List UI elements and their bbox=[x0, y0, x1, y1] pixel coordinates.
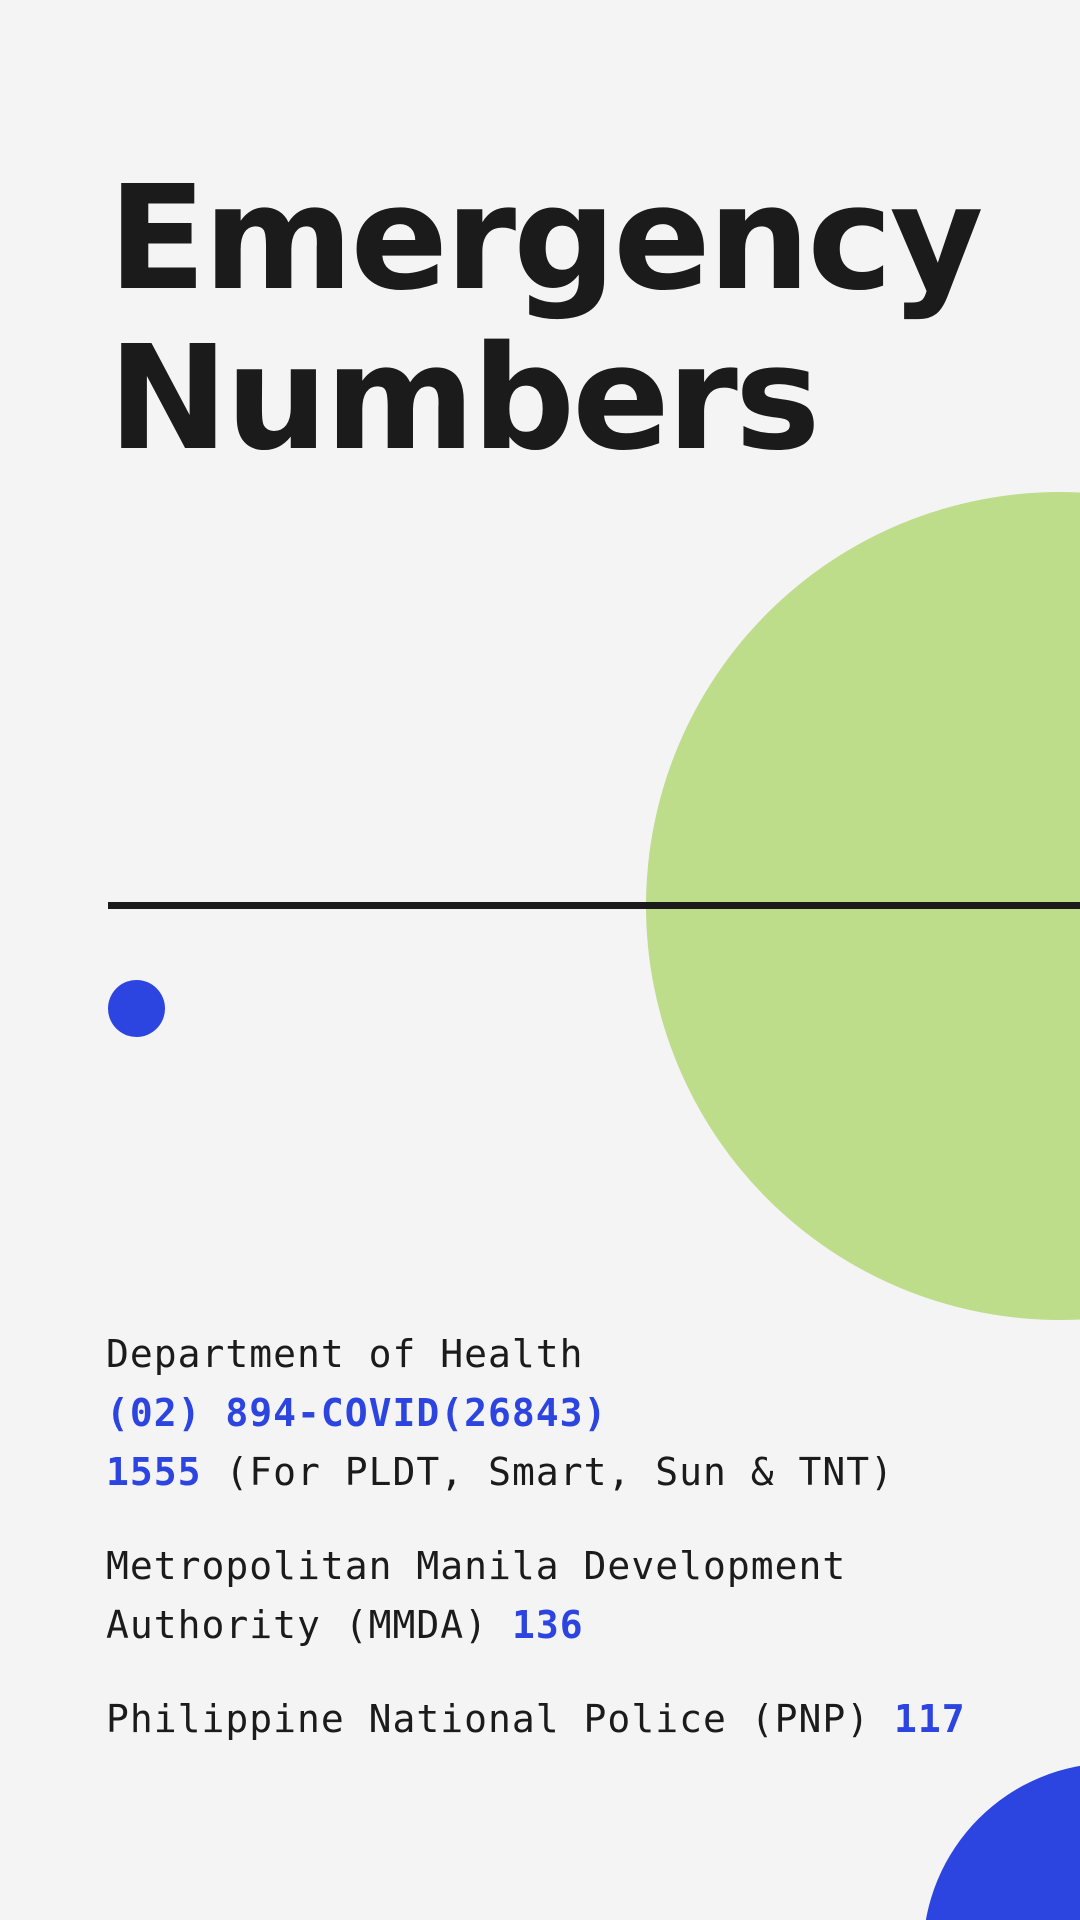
pnp-number[interactable]: 117 bbox=[893, 1697, 966, 1741]
decorative-blue-corner-circle bbox=[923, 1763, 1080, 1920]
mmda-name-line-2: Authority (MMDA) bbox=[106, 1603, 489, 1647]
title-line-2: Numbers bbox=[108, 314, 821, 482]
doh-short-number-note: (For PLDT, Smart, Sun & TNT) bbox=[225, 1450, 894, 1494]
contact-mmda: Metropolitan Manila Development Authorit… bbox=[106, 1537, 1066, 1655]
doh-short-number[interactable]: 1555 bbox=[106, 1450, 202, 1494]
doh-number-line-1: (02) 894-COVID(26843) bbox=[106, 1384, 1066, 1443]
pnp-row: Philippine National Police (PNP) 117 bbox=[106, 1690, 1066, 1749]
pnp-name: Philippine National Police (PNP) bbox=[106, 1697, 871, 1741]
page-title: Emergency Numbers bbox=[108, 154, 984, 482]
contact-pnp: Philippine National Police (PNP) 117 bbox=[106, 1690, 1066, 1749]
mmda-name-line-2-row: Authority (MMDA) 136 bbox=[106, 1596, 1066, 1655]
decorative-blue-dot bbox=[108, 980, 165, 1037]
mmda-number[interactable]: 136 bbox=[511, 1603, 584, 1647]
doh-hotline-number[interactable]: (02) 894-COVID(26843) bbox=[106, 1391, 608, 1435]
doh-number-line-2: 1555 (For PLDT, Smart, Sun & TNT) bbox=[106, 1443, 1066, 1502]
doh-name: Department of Health bbox=[106, 1332, 584, 1376]
title-line-1: Emergency bbox=[108, 154, 984, 322]
contact-list: Department of Health (02) 894-COVID(2684… bbox=[106, 1325, 1066, 1784]
contact-doh: Department of Health (02) 894-COVID(2684… bbox=[106, 1325, 1066, 1502]
mmda-name-line-1: Metropolitan Manila Development bbox=[106, 1544, 847, 1588]
horizontal-divider bbox=[108, 902, 1080, 909]
